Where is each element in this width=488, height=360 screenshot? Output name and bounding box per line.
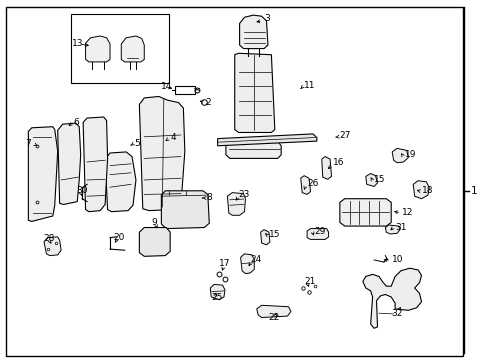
Text: 28: 28: [43, 234, 54, 243]
Polygon shape: [121, 36, 144, 62]
Polygon shape: [210, 284, 224, 300]
Polygon shape: [139, 96, 184, 211]
Polygon shape: [58, 123, 81, 204]
Text: 30: 30: [76, 186, 87, 195]
Polygon shape: [161, 191, 209, 229]
Polygon shape: [300, 176, 310, 194]
Text: 23: 23: [238, 190, 249, 199]
Polygon shape: [339, 199, 390, 226]
Polygon shape: [105, 152, 136, 212]
Polygon shape: [365, 174, 377, 186]
Text: 15: 15: [373, 175, 385, 184]
Text: 20: 20: [113, 233, 124, 242]
Text: 29: 29: [313, 227, 325, 236]
Polygon shape: [85, 36, 110, 62]
Text: 15: 15: [268, 230, 280, 239]
Text: 7: 7: [25, 139, 31, 148]
Text: 27: 27: [339, 130, 350, 139]
Polygon shape: [306, 229, 328, 239]
Text: 6: 6: [73, 118, 79, 127]
Text: 31: 31: [394, 223, 406, 232]
Text: 12: 12: [401, 208, 412, 217]
Polygon shape: [239, 15, 267, 49]
Text: 3: 3: [264, 14, 269, 23]
Text: 11: 11: [304, 81, 315, 90]
Text: 19: 19: [404, 150, 416, 159]
Text: 24: 24: [250, 256, 261, 264]
Polygon shape: [83, 117, 107, 212]
Text: 21: 21: [304, 277, 315, 286]
Text: 13: 13: [72, 39, 84, 48]
Text: 17: 17: [219, 259, 230, 268]
Text: 8: 8: [206, 193, 212, 202]
Text: 5: 5: [134, 139, 140, 148]
Polygon shape: [260, 230, 269, 245]
Polygon shape: [362, 268, 421, 328]
Text: 4: 4: [170, 133, 176, 142]
Polygon shape: [217, 134, 316, 146]
Text: 10: 10: [391, 255, 403, 264]
Polygon shape: [321, 157, 331, 179]
Text: 32: 32: [390, 309, 402, 318]
Polygon shape: [256, 305, 290, 318]
Bar: [71, 14, 168, 83]
Text: 18: 18: [421, 186, 432, 195]
Text: 2: 2: [205, 98, 211, 107]
Polygon shape: [240, 254, 254, 274]
Text: 25: 25: [211, 292, 222, 302]
Text: 14: 14: [161, 82, 172, 91]
Polygon shape: [391, 148, 407, 163]
Polygon shape: [44, 237, 61, 256]
Polygon shape: [227, 193, 245, 215]
Bar: [175, 86, 194, 94]
Text: 9: 9: [151, 218, 157, 227]
Text: 22: 22: [267, 313, 279, 322]
Polygon shape: [234, 53, 274, 132]
Polygon shape: [139, 228, 170, 256]
Polygon shape: [225, 141, 281, 158]
Text: 1: 1: [470, 186, 477, 196]
Text: 16: 16: [332, 158, 344, 167]
Polygon shape: [385, 225, 399, 234]
Text: 26: 26: [306, 179, 318, 188]
Polygon shape: [28, 127, 58, 221]
Polygon shape: [412, 181, 428, 199]
